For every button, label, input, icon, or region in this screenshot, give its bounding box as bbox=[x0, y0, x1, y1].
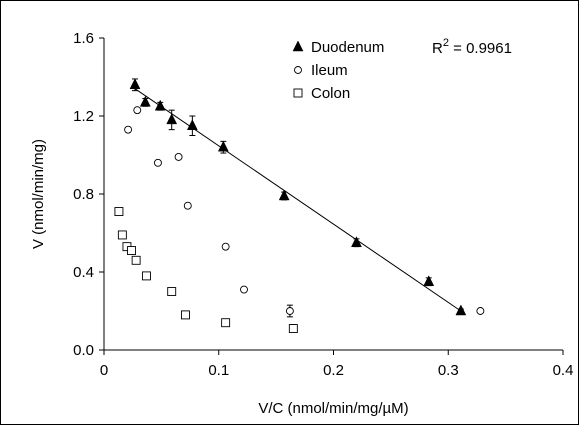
point-duodenum bbox=[129, 78, 141, 90]
y-tick-label: 1.6 bbox=[73, 30, 94, 47]
point-ileum bbox=[183, 201, 192, 210]
point-colon bbox=[288, 324, 298, 333]
point-colon bbox=[142, 271, 151, 281]
y-axis-title: V (nmol/min/mg) bbox=[30, 139, 47, 249]
point-colon bbox=[221, 318, 231, 328]
legend-marker-ileum bbox=[294, 66, 302, 74]
point-ileum bbox=[221, 242, 230, 251]
x-tick-label: 0.3 bbox=[438, 362, 459, 379]
legend-label-ileum: Ileum bbox=[311, 62, 348, 79]
axes: 0.0 0.4 0.8 1.2 1.6 0 0.1 0.2 0.3 0.4 bbox=[73, 30, 573, 379]
point-ileum bbox=[133, 106, 142, 115]
point-ileum bbox=[285, 307, 294, 315]
point-ileum bbox=[240, 285, 248, 294]
y-tick-label: 0.4 bbox=[73, 264, 94, 281]
point-duodenum bbox=[186, 119, 198, 130]
r2-superscript: 2 bbox=[443, 37, 449, 49]
data-points bbox=[114, 78, 485, 333]
x-tick-label: 0.2 bbox=[323, 362, 344, 379]
point-colon bbox=[167, 287, 177, 296]
y-tick-label: 1.2 bbox=[73, 108, 94, 125]
x-tick-label: 0.4 bbox=[553, 362, 574, 379]
point-colon bbox=[131, 255, 141, 265]
point-duodenum bbox=[455, 304, 467, 316]
point-duodenum bbox=[217, 140, 229, 152]
legend-marker-colon bbox=[293, 88, 303, 98]
r2-prefix: R bbox=[432, 40, 443, 57]
point-colon bbox=[114, 207, 124, 217]
x-axis-title: V/C (nmol/min/mg/µM) bbox=[258, 400, 408, 417]
point-colon bbox=[127, 246, 136, 256]
r2-value: = 0.9961 bbox=[449, 40, 512, 57]
x-tick-label: 0 bbox=[100, 362, 108, 379]
point-colon bbox=[181, 310, 190, 320]
y-tick-label: 0.0 bbox=[73, 342, 94, 359]
legend-marker-duodenum bbox=[292, 40, 304, 52]
r2-annotation: R2 = 0.9961 bbox=[432, 37, 512, 57]
point-ileum bbox=[124, 125, 133, 134]
point-duodenum bbox=[139, 95, 151, 107]
point-duodenum bbox=[351, 236, 362, 247]
point-colon bbox=[117, 230, 127, 240]
y-tick-label: 0.8 bbox=[73, 186, 94, 203]
point-duodenum bbox=[278, 189, 290, 201]
point-ileum bbox=[153, 158, 162, 167]
point-duodenum bbox=[154, 99, 166, 111]
point-ileum bbox=[476, 307, 485, 315]
legend-label-colon: Colon bbox=[311, 85, 350, 102]
x-tick-label: 0.1 bbox=[208, 362, 229, 379]
legend: Duodenum Ileum Colon bbox=[292, 39, 384, 102]
point-duodenum bbox=[423, 275, 435, 286]
point-ileum bbox=[174, 152, 183, 161]
legend-label-duodenum: Duodenum bbox=[311, 39, 384, 56]
point-duodenum bbox=[166, 113, 178, 125]
